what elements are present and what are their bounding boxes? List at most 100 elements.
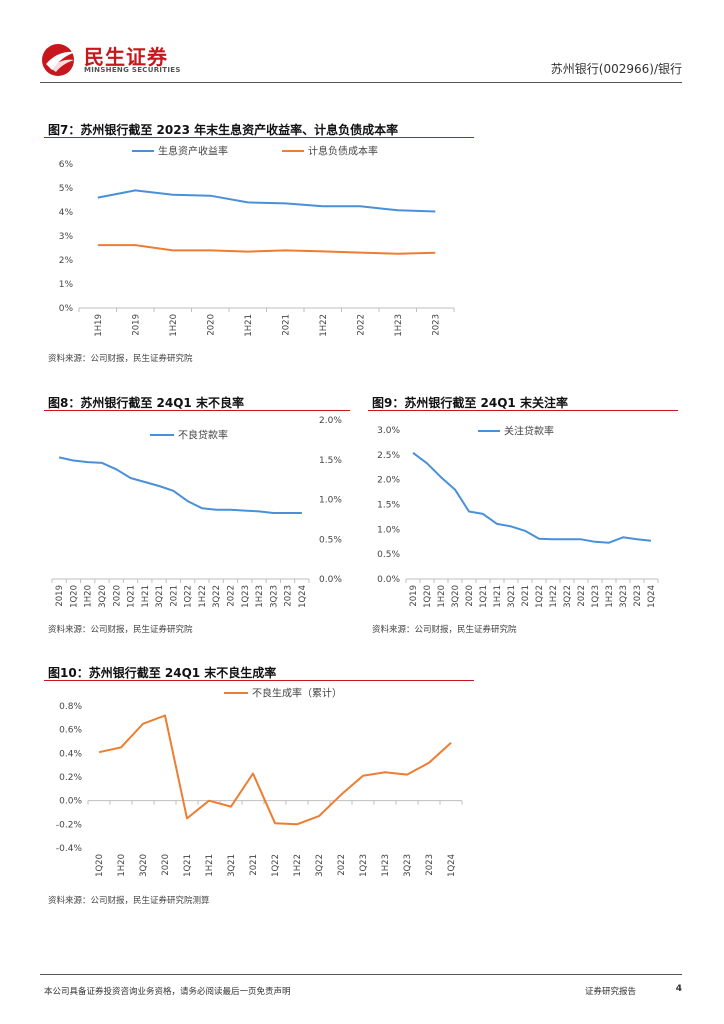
y-tick-label: 5% bbox=[59, 184, 74, 194]
y-tick-label: 2.0% bbox=[377, 476, 400, 486]
figure-10-rule bbox=[44, 680, 474, 681]
x-tick-label: 3Q21 bbox=[507, 585, 517, 608]
x-tick-label: 1H19 bbox=[94, 314, 104, 337]
y-tick-label: 0.5% bbox=[377, 550, 400, 560]
figure-9-rule bbox=[368, 410, 678, 411]
x-tick-label: 2021 bbox=[249, 854, 259, 876]
logo-english-name: MINSHENG SECURITIES bbox=[84, 66, 181, 74]
x-tick-label: 1Q20 bbox=[95, 854, 105, 877]
legend-label: 不良贷款率 bbox=[178, 429, 228, 442]
footer-divider bbox=[40, 974, 682, 975]
y-tick-label: 2% bbox=[59, 256, 74, 266]
x-tick-label: 1H23 bbox=[605, 585, 615, 608]
report-reference: 苏州银行(002966)/银行 bbox=[550, 62, 682, 76]
y-tick-label: 0.2% bbox=[59, 773, 82, 783]
y-tick-label: 0.0% bbox=[59, 797, 82, 807]
figure-7-source: 资料来源：公司财报，民生证券研究院 bbox=[48, 354, 193, 364]
chart-special-mention-ratio: 0.0% 0.5% 1.0% 1.5% 2.0% 2.5% 3.0% 2019 1Q20 1H20… bbox=[377, 425, 659, 608]
y-tick-label: 1.5% bbox=[377, 501, 400, 511]
footer-report-type: 证券研究报告 bbox=[584, 987, 636, 997]
figure-7-title: 图7：苏州银行截至 2023 年末生息资产收益率、计息负债成本率 bbox=[48, 123, 399, 137]
series-line-0 bbox=[97, 189, 436, 213]
x-tick-label: 1H23 bbox=[255, 585, 265, 608]
x-tick-label: 2023 bbox=[633, 585, 643, 607]
x-tick-label: 1H20 bbox=[169, 314, 179, 337]
y-tick-label: -0.4% bbox=[56, 844, 83, 854]
y-tick-label: 0.6% bbox=[59, 726, 82, 736]
y-tick-label: 1% bbox=[59, 280, 74, 290]
legend-label: 生息资产收益率 bbox=[158, 145, 228, 158]
x-tick-label: 2019 bbox=[55, 585, 65, 607]
x-tick-label: 2022 bbox=[337, 854, 347, 876]
x-tick-label: 1H21 bbox=[205, 854, 215, 877]
x-tick-label: 1Q21 bbox=[183, 854, 193, 877]
x-tick-label: 2019 bbox=[409, 585, 419, 607]
figure-8-title: 图8：苏州银行截至 24Q1 末不良率 bbox=[48, 396, 244, 410]
y-tick-label: 3.0% bbox=[377, 426, 400, 436]
x-tick-label: 2023 bbox=[425, 854, 435, 876]
x-tick-label: 1H21 bbox=[244, 314, 254, 337]
x-tick-label: 2022 bbox=[356, 314, 366, 336]
x-tick-label: 1H22 bbox=[293, 854, 303, 877]
x-tick-label: 1Q21 bbox=[479, 585, 489, 608]
logo-chinese-name: 民生证券 bbox=[84, 45, 168, 69]
y-tick-label: 0.8% bbox=[59, 702, 82, 712]
x-tick-label: 1H23 bbox=[381, 854, 391, 877]
x-tick-label: 2022 bbox=[226, 585, 236, 607]
x-tick-label: 2021 bbox=[521, 585, 531, 607]
y-tick-label: 6% bbox=[59, 160, 74, 170]
y-tick-label: 0.0% bbox=[319, 575, 342, 585]
figure-8-rule bbox=[44, 410, 350, 411]
legend-label: 计息负债成本率 bbox=[308, 145, 378, 158]
figure-9-source: 资料来源：公司财报，民生证券研究院 bbox=[372, 625, 517, 635]
figure-10-title: 图10：苏州银行截至 24Q1 末不良生成率 bbox=[48, 666, 277, 680]
y-tick-label: 2.0% bbox=[319, 416, 342, 426]
x-tick-label: 1H20 bbox=[437, 585, 447, 608]
x-tick-label: 2019 bbox=[131, 314, 141, 336]
series-line-0 bbox=[412, 451, 652, 544]
x-tick-label: 1H21 bbox=[493, 585, 503, 608]
y-tick-label: 1.5% bbox=[319, 456, 342, 466]
x-tick-label: 1H22 bbox=[319, 314, 329, 337]
legend-label: 不良生成率（累计） bbox=[252, 687, 342, 700]
x-tick-label: 2023 bbox=[431, 314, 441, 336]
x-tick-label: 1H21 bbox=[141, 585, 151, 608]
x-tick-label: 3Q23 bbox=[403, 854, 413, 877]
figure-8-source: 资料来源：公司财报，民生证券研究院 bbox=[48, 625, 193, 635]
x-tick-label: 1Q22 bbox=[184, 585, 194, 608]
page-number: 4 bbox=[675, 984, 682, 994]
y-tick-label: 1.0% bbox=[319, 496, 342, 506]
x-tick-label: 2020 bbox=[161, 854, 171, 876]
y-tick-label: 2.5% bbox=[377, 451, 400, 461]
y-tick-label: 0.5% bbox=[319, 535, 342, 545]
x-tick-label: 1Q23 bbox=[359, 854, 369, 877]
y-tick-label: -0.2% bbox=[56, 820, 83, 830]
y-tick-label: 0.0% bbox=[377, 575, 400, 585]
x-tick-label: 3Q20 bbox=[451, 585, 461, 608]
figure-7-rule bbox=[44, 137, 474, 138]
x-tick-label: 2021 bbox=[281, 314, 291, 336]
series-line-0 bbox=[98, 714, 452, 826]
chart-npl-ratio: 0.0% 0.5% 1.0% 1.5% 2.0% 2019 1Q20 1H20 3Q20 2020… bbox=[51, 416, 342, 608]
series-line-1 bbox=[97, 244, 436, 255]
figure-10-source: 资料来源：公司财报，民生证券研究院测算 bbox=[48, 896, 210, 906]
x-tick-label: 2021 bbox=[169, 585, 179, 607]
chart-interest-yield-cost: 0% 1% 2% 3% 4% 5% 6% 1H19 2019 1H20 2020 1H21 2021 1H… bbox=[59, 145, 455, 337]
x-tick-label: 1Q24 bbox=[298, 585, 308, 608]
x-tick-label: 3Q20 bbox=[139, 854, 149, 877]
header-divider bbox=[40, 82, 682, 83]
y-tick-label: 0.4% bbox=[59, 749, 82, 759]
x-tick-label: 1H22 bbox=[549, 585, 559, 608]
x-tick-label: 3Q21 bbox=[227, 854, 237, 877]
minsheng-logo-icon bbox=[42, 44, 76, 76]
chart-npl-formation-rate: -0.4% -0.2% 0.0% 0.2% 0.4% 0.6% 0.8% 1Q20 1H20 3Q… bbox=[56, 687, 463, 877]
x-tick-label: 1Q22 bbox=[271, 854, 281, 877]
x-tick-label: 1Q23 bbox=[591, 585, 601, 608]
x-tick-label: 3Q23 bbox=[269, 585, 279, 608]
x-tick-label: 1H20 bbox=[117, 854, 127, 877]
x-tick-label: 3Q20 bbox=[98, 585, 108, 608]
x-tick-label: 2022 bbox=[577, 585, 587, 607]
legend-label: 关注贷款率 bbox=[504, 425, 554, 438]
x-tick-label: 1Q22 bbox=[535, 585, 545, 608]
x-tick-label: 1Q21 bbox=[127, 585, 137, 608]
